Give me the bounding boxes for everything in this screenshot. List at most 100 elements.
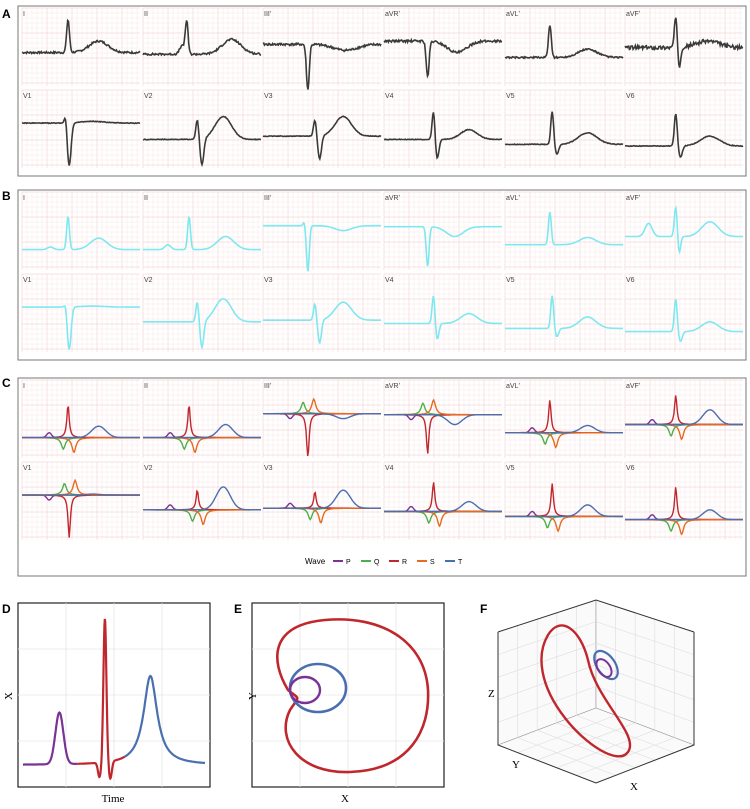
lead-label: aVLʹ — [506, 382, 520, 390]
panel-d-ylabel: X — [3, 692, 15, 700]
lead-grid — [624, 273, 743, 352]
panel-frame — [17, 5, 747, 177]
lead-label: I — [23, 11, 25, 18]
wave-t-trace — [625, 509, 743, 521]
beat-trace — [124, 674, 206, 765]
lead-label: V1 — [23, 465, 32, 472]
lead-grid — [142, 461, 261, 540]
lead-label: V6 — [626, 277, 635, 284]
lead-grid — [262, 273, 381, 352]
lead-label: V3 — [264, 93, 273, 100]
legend-label: S — [430, 559, 435, 566]
lead-label: V4 — [385, 465, 394, 472]
lead-label: V6 — [626, 465, 635, 472]
ecg-trace — [142, 115, 261, 168]
ecg-trace — [143, 215, 261, 251]
lead-label: aVRʹ — [385, 10, 400, 18]
wave-t-trace — [505, 504, 623, 518]
ecg-trace — [504, 111, 624, 155]
ecg-trace — [505, 211, 623, 246]
lead-label: I — [23, 383, 25, 390]
lead-grid — [504, 7, 623, 86]
r-loop — [276, 618, 430, 774]
ecg-trace — [263, 221, 381, 272]
lead-grid — [142, 379, 261, 458]
ecg-trace — [384, 295, 502, 340]
ecg-trace — [21, 116, 141, 166]
legend-label: T — [458, 559, 463, 566]
panel-b-letter: B — [2, 189, 11, 203]
legend-label: P — [346, 559, 351, 566]
lead-grid — [383, 273, 502, 352]
ecg-trace — [625, 205, 743, 255]
ecg-trace — [383, 112, 503, 160]
lead-grid — [262, 89, 381, 168]
panel-f-ylabel: Y — [512, 759, 520, 771]
lead-label: II — [144, 383, 148, 390]
lead-label: V6 — [626, 93, 635, 100]
lead-grid — [262, 461, 381, 540]
lead-label: aVFʹ — [626, 194, 640, 202]
panel-d-xlabel: Time — [102, 793, 125, 804]
lead-label: aVFʹ — [626, 382, 640, 390]
panel-e: E X Y — [234, 602, 445, 805]
lead-grid — [504, 89, 623, 168]
ecg-trace — [262, 115, 382, 162]
wave-t-trace — [625, 409, 743, 426]
panel-d: D Time X — [2, 602, 211, 805]
lead-grid — [504, 461, 623, 540]
ecg-trace — [504, 25, 624, 60]
lead-label: IIIʹ — [264, 382, 271, 390]
lead-grid — [262, 379, 381, 458]
lead-label: V5 — [506, 465, 515, 472]
lead-grid — [21, 89, 140, 168]
legend-label: Q — [374, 559, 380, 566]
panel-c-letter: C — [2, 376, 11, 390]
wave-t-trace — [143, 423, 261, 439]
wave-t-trace — [263, 489, 381, 509]
lead-grid — [142, 273, 261, 352]
panel-f-letter: F — [480, 602, 487, 616]
lead-grid — [21, 461, 140, 540]
lead-label: IIIʹ — [264, 10, 271, 18]
panel-f-zlabel: Z — [488, 688, 495, 700]
lead-label: V3 — [264, 277, 273, 284]
legend-label: R — [402, 559, 407, 566]
ecg-trace — [505, 295, 623, 337]
panel-frame — [17, 377, 747, 577]
wave-t-trace — [22, 493, 140, 496]
p-loop — [288, 675, 322, 705]
ecg-trace — [262, 41, 382, 90]
lead-grid — [624, 379, 743, 458]
ecg-trace — [624, 113, 744, 158]
lead-label: aVRʹ — [385, 382, 400, 390]
lead-grid — [142, 7, 261, 86]
lead-grid — [21, 379, 140, 458]
beat-trace — [77, 618, 126, 781]
lead-label: V4 — [385, 277, 394, 284]
panel-a-letter: A — [2, 7, 11, 21]
lead-label: V2 — [144, 465, 153, 472]
ecg-trace — [22, 305, 140, 350]
lead-grid — [624, 89, 743, 168]
lead-label: V2 — [144, 277, 153, 284]
lead-label: aVFʹ — [626, 10, 640, 18]
ecg-trace — [143, 298, 261, 350]
panel-e-letter: E — [234, 602, 242, 616]
panel-f: F X Y Z — [480, 599, 695, 793]
lead-grid — [383, 461, 502, 540]
lead-grid — [21, 7, 140, 86]
lead-grid — [383, 7, 502, 86]
3d-box — [497, 599, 695, 784]
lead-label: aVRʹ — [385, 194, 400, 202]
lead-label: V1 — [23, 277, 32, 284]
lead-label: II — [144, 195, 148, 202]
lead-grid — [624, 191, 743, 270]
lead-label: V3 — [264, 465, 273, 472]
wave-t-trace — [263, 413, 381, 420]
ecg-trace — [142, 20, 262, 57]
lead-label: I — [23, 195, 25, 202]
